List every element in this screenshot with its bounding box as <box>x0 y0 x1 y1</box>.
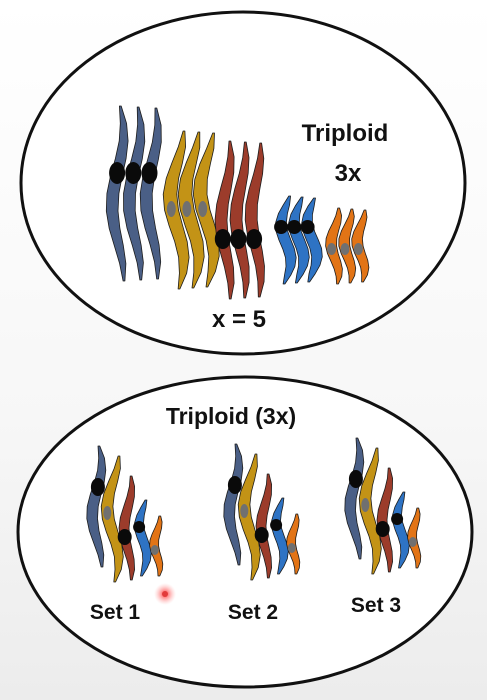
centromere <box>274 220 289 234</box>
centromere <box>230 229 247 249</box>
chromosome <box>162 130 190 290</box>
centromere <box>340 243 350 255</box>
centromere <box>353 243 363 255</box>
centromere <box>391 513 404 525</box>
centromere <box>90 478 105 496</box>
centromere <box>254 527 269 543</box>
top-panel: Triploid 3x x = 5 <box>19 10 467 356</box>
centromere <box>214 229 231 249</box>
bottom-title: Triploid (3x) <box>166 403 296 429</box>
centromere <box>117 529 132 545</box>
centromere <box>287 220 302 234</box>
set-1-label: Set 1 <box>90 601 141 624</box>
centromere <box>141 162 158 184</box>
top-karyotype <box>105 105 370 300</box>
centromere <box>270 519 283 531</box>
top-title-line1: Triploid <box>302 120 389 147</box>
centromere <box>300 220 315 234</box>
centromere <box>198 201 208 217</box>
chromosome-set-3 <box>344 437 422 575</box>
centromere <box>103 506 112 520</box>
centromere <box>182 201 192 217</box>
centromere <box>125 162 142 184</box>
centromere <box>109 162 126 184</box>
top-title-line2: 3x <box>335 160 362 187</box>
centromere <box>408 537 417 547</box>
chromosome <box>118 475 135 581</box>
chromosome <box>376 467 393 573</box>
centromere <box>240 504 249 518</box>
chromosome <box>358 447 382 575</box>
centromere <box>133 521 146 533</box>
centromere <box>287 543 296 553</box>
chromosome <box>229 141 250 299</box>
bottom-panel: Triploid (3x) Set 1 Set 2 Set 3 <box>16 375 474 689</box>
centromere <box>166 201 176 217</box>
chromosome <box>214 140 235 300</box>
centromere <box>150 545 159 555</box>
chromosome-set-2 <box>223 443 301 581</box>
centromere <box>348 470 363 488</box>
base-number-label: x = 5 <box>212 306 266 333</box>
set-2-label: Set 2 <box>228 601 278 624</box>
centromere <box>327 243 337 255</box>
cursor-indicator <box>154 583 176 605</box>
chromosome <box>255 473 272 579</box>
chromosome <box>244 142 265 298</box>
centromere <box>227 476 242 494</box>
chromosome <box>100 455 124 583</box>
set-3-label: Set 3 <box>351 594 401 617</box>
centromere <box>361 498 370 512</box>
chromosome <box>237 453 261 581</box>
chromosome-set-1 <box>86 445 164 583</box>
centromere <box>246 229 263 249</box>
centromere <box>375 521 390 537</box>
